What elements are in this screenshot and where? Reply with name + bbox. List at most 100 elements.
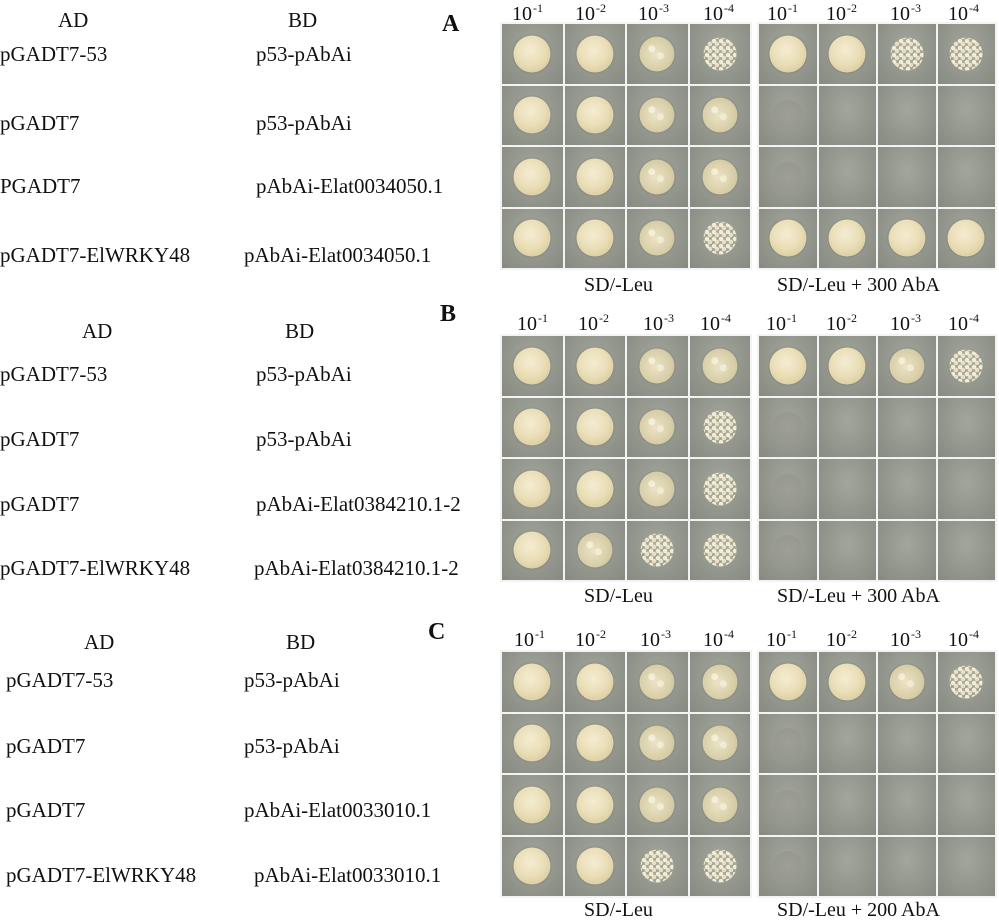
plate-cell <box>627 836 688 896</box>
yeast-colony <box>513 531 551 569</box>
row-ad-label: pGADT7-53 <box>0 42 108 66</box>
yeast-colony <box>772 473 803 504</box>
yeast-colony <box>702 348 738 384</box>
plate-cell <box>759 520 817 580</box>
dilution-label: 10-1 <box>517 311 548 335</box>
panel-a: AD BD A pGADT7-53 p53-pAbAi pGADT7 p53-p… <box>0 0 999 300</box>
dilution-label: 10-2 <box>575 627 606 651</box>
plate-cell <box>689 85 750 145</box>
plate-cell <box>564 208 625 268</box>
dilution-label: 10-4 <box>703 627 734 651</box>
plate-cell <box>564 652 625 712</box>
yeast-colony <box>702 725 738 761</box>
row-ad-label: pGADT7-ElWRKY48 <box>6 863 197 887</box>
plate-cell <box>878 208 936 268</box>
plate-cell <box>689 836 750 896</box>
plate-cell <box>689 459 750 519</box>
plate-cell <box>878 775 936 835</box>
plate-cell <box>564 397 625 457</box>
plate-cell <box>937 147 995 207</box>
row-bd-label: pAbAi-Elat0033010.1 <box>254 863 442 887</box>
yeast-colony <box>639 471 675 507</box>
yeast-colony <box>639 725 675 761</box>
plate-cell <box>937 336 995 396</box>
plate-cell <box>759 24 817 84</box>
plate-cell <box>818 397 876 457</box>
dilution-label: 10-4 <box>703 1 734 25</box>
plate-cell <box>818 24 876 84</box>
plate-cell <box>627 336 688 396</box>
plate-cell <box>937 836 995 896</box>
row-bd-label: pAbAi-Elat0384210.1-2 <box>254 556 459 580</box>
plate-cell <box>818 336 876 396</box>
yeast-colony <box>513 663 551 701</box>
plate-cell <box>759 208 817 268</box>
yeast-colony <box>639 36 675 72</box>
yeast-colony <box>772 161 803 192</box>
yeast-colony <box>639 97 675 133</box>
yeast-colony <box>828 347 866 385</box>
plate-cell <box>759 336 817 396</box>
plate-cell <box>502 775 563 835</box>
yeast-colony <box>576 786 614 824</box>
plate-cell <box>818 713 876 773</box>
plate-cell <box>937 24 995 84</box>
dilution-label: 10-4 <box>948 1 979 25</box>
yeast-colony <box>576 847 614 885</box>
plate-cell <box>759 397 817 457</box>
plate-cell <box>502 397 563 457</box>
plate-sd-leu <box>500 22 752 270</box>
yeast-colony <box>772 412 803 443</box>
yeast-colony <box>769 219 807 257</box>
row-ad-label: pGADT7 <box>6 798 86 822</box>
row-ad-label: PGADT7 <box>0 174 81 198</box>
row-ad-label: pGADT7-ElWRKY48 <box>0 243 191 267</box>
plate-cell <box>564 85 625 145</box>
plate-cell <box>689 147 750 207</box>
yeast-colony <box>513 158 551 196</box>
plate-cell <box>937 397 995 457</box>
yeast-colony <box>703 533 737 567</box>
row-bd-label: p53-pAbAi <box>256 111 352 135</box>
plate-sd-leu <box>500 334 752 582</box>
panel-c: AD BD C pGADT7-53 p53-pAbAi pGADT7 p53-p… <box>0 615 999 921</box>
plate-cell <box>759 459 817 519</box>
dilution-label: 10-1 <box>766 311 797 335</box>
yeast-colony <box>576 35 614 73</box>
yeast-colony <box>513 786 551 824</box>
plate-cell <box>759 652 817 712</box>
yeast-colony <box>769 35 807 73</box>
dilution-label: 10-3 <box>890 311 921 335</box>
plate-cell <box>502 208 563 268</box>
ad-header: AD <box>84 630 115 654</box>
yeast-colony <box>576 470 614 508</box>
row-ad-label: pGADT7-53 <box>0 362 108 386</box>
dilution-label: 10-1 <box>512 1 543 25</box>
plate-cell <box>689 713 750 773</box>
dilution-label: 10-4 <box>700 311 731 335</box>
row-bd-label: pAbAi-Elat0034050.1 <box>256 174 444 198</box>
plate-cell <box>818 836 876 896</box>
yeast-colony <box>772 851 803 882</box>
yeast-colony <box>513 347 551 385</box>
yeast-colony <box>703 472 737 506</box>
medium-caption: SD/-Leu + 300 AbA <box>777 585 940 607</box>
plate-cell <box>564 336 625 396</box>
yeast-colony <box>513 219 551 257</box>
yeast-colony <box>772 728 803 759</box>
yeast-colony <box>576 408 614 446</box>
plate-cell <box>878 836 936 896</box>
yeast-colony <box>769 663 807 701</box>
yeast-colony <box>702 664 738 700</box>
dilution-label: 10-3 <box>643 311 674 335</box>
plate-cell <box>627 652 688 712</box>
yeast-colony <box>639 787 675 823</box>
dilution-label: 10-4 <box>948 311 979 335</box>
yeast-colony <box>889 348 925 384</box>
yeast-colony <box>640 849 674 883</box>
yeast-colony <box>890 37 924 71</box>
plate-cell <box>502 713 563 773</box>
plate-cell <box>502 336 563 396</box>
plate-cell <box>937 459 995 519</box>
yeast-colony <box>889 664 925 700</box>
